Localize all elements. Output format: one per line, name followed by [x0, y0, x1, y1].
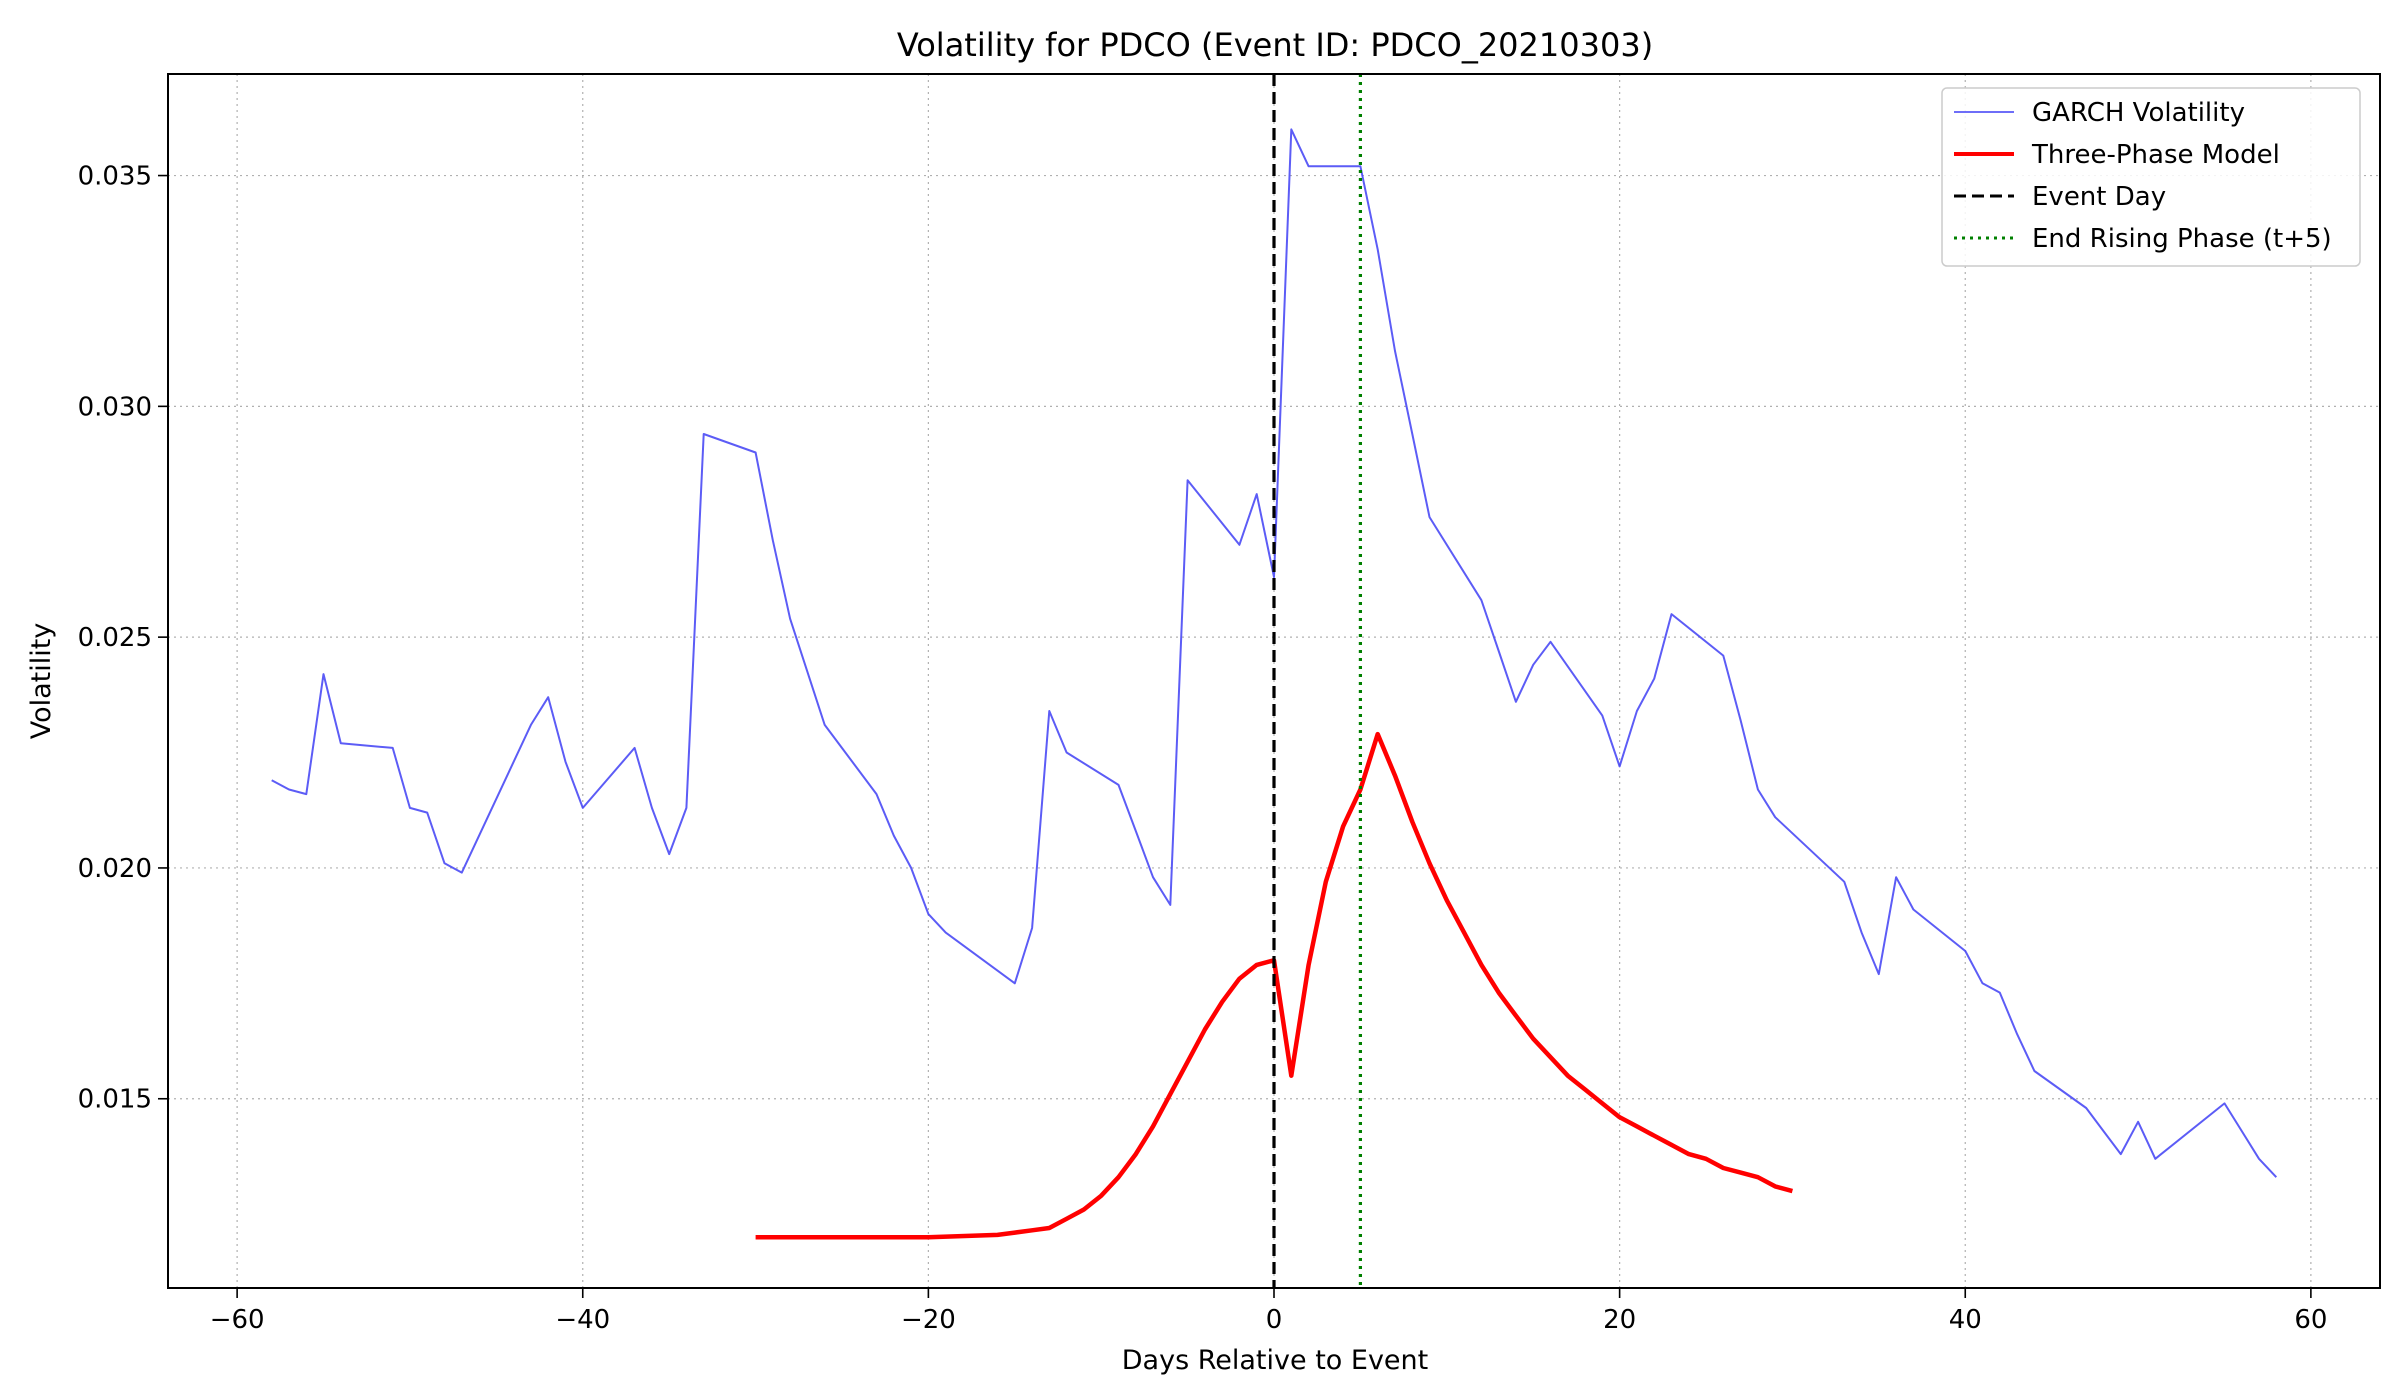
x-tick-label: 20: [1603, 1305, 1636, 1335]
legend-box: [1941, 87, 2361, 267]
legend-label: GARCH Volatility: [2032, 98, 2245, 128]
y-axis-label: Volatility: [26, 623, 57, 740]
legend-label: Three-Phase Model: [2031, 140, 2280, 170]
x-tick-label: −60: [210, 1305, 265, 1335]
legend: GARCH Volatility Three-Phase Model Event D…: [1941, 87, 2361, 267]
y-tick-label: 0.020: [78, 854, 152, 884]
y-tick-label: 0.035: [78, 162, 152, 192]
axis-ticks: −60 −40 −20 0 20 40 60 0.015 0.020 0.025 0.030 0.03…: [78, 162, 2328, 1335]
x-tick-label: 60: [2294, 1305, 2327, 1335]
legend-label: End Rising Phase (t+5): [2032, 224, 2332, 254]
legend-label: Event Day: [2032, 182, 2166, 212]
garch-volatility-line: [271, 128, 2278, 1178]
plot-area: [271, 74, 2278, 1288]
x-axis-label: Days Relative to Event: [1122, 1345, 1428, 1376]
y-tick-label: 0.015: [78, 1085, 152, 1115]
x-tick-label: 40: [1949, 1305, 1982, 1335]
x-tick-label: 0: [1266, 1305, 1283, 1335]
y-tick-label: 0.030: [78, 392, 152, 422]
three-phase-model-line: [755, 731, 1793, 1240]
chart-title: Volatility for PDCO (Event ID: PDCO_2021…: [897, 26, 1653, 64]
y-tick-label: 0.025: [78, 623, 152, 653]
x-tick-label: −20: [901, 1305, 956, 1335]
x-tick-label: −40: [555, 1305, 610, 1335]
